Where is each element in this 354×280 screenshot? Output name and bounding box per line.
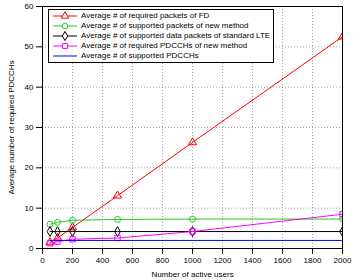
html-text:Average # of required PDCCHs o: Average # of required PDCCHs of new meth… (81, 41, 248, 50)
html-text:Average # of required packets: Average # of required packets of FD (81, 11, 210, 20)
html-text:Average # of supported data pa: Average # of supported data packets of s… (81, 31, 271, 40)
svg-text:Average number of required PDC: Average number of required PDCCHs (7, 60, 16, 194)
svg-text:60: 60 (25, 2, 34, 11)
svg-text:40: 40 (25, 83, 34, 92)
svg-text:0: 0 (29, 244, 34, 253)
svg-text:10: 10 (25, 204, 34, 213)
html-text:Average # of supported packets: Average # of supported packets of new me… (81, 21, 249, 30)
svg-text:400: 400 (96, 256, 110, 265)
html-text:Average # of supported PDCCHs: Average # of supported PDCCHs (81, 51, 199, 60)
svg-text:50: 50 (25, 42, 34, 51)
svg-text:800: 800 (156, 256, 170, 265)
svg-text:1200: 1200 (214, 256, 232, 265)
svg-text:2000: 2000 (334, 256, 352, 265)
svg-text:Number of active users: Number of active users (151, 270, 233, 279)
svg-text:1000: 1000 (184, 256, 202, 265)
svg-text:200: 200 (66, 256, 80, 265)
svg-text:600: 600 (126, 256, 140, 265)
svg-text:1600: 1600 (274, 256, 292, 265)
svg-text:30: 30 (25, 123, 34, 132)
svg-text:1400: 1400 (244, 256, 262, 265)
svg-text:1800: 1800 (304, 256, 322, 265)
svg-text:0: 0 (40, 256, 45, 265)
svg-text:20: 20 (25, 163, 34, 172)
